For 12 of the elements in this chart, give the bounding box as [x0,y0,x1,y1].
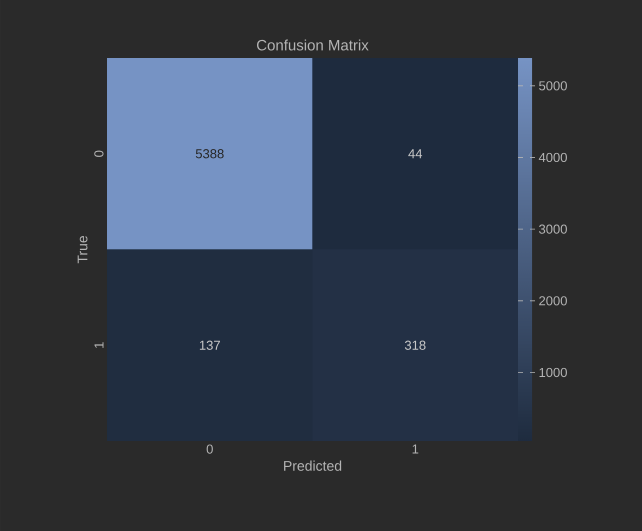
color-bar-label: 4000 [538,152,567,162]
data-label: 137 [200,340,220,350]
color-bar-label: 3000 [539,224,567,234]
data-label: 44 [408,149,422,158]
x-axis-title: Predicted [284,460,342,471]
chart-title: Confusion Matrix [257,39,369,50]
y-axis-title: True [78,236,88,264]
data-label: 318 [404,340,426,350]
color-bar-label: 2000 [539,296,567,306]
color-bar-label: 5000 [539,81,567,90]
color-bar-label: 1000 [540,368,567,378]
data-label: 5388 [196,149,224,158]
